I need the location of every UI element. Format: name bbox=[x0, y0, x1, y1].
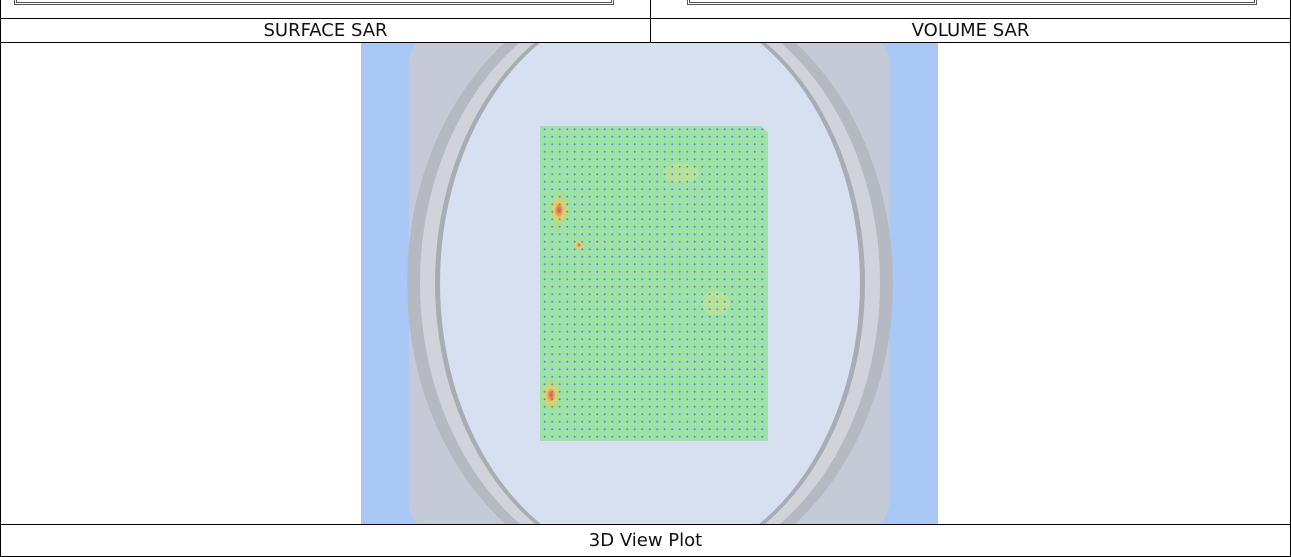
3d-view-caption: 3D View Plot bbox=[0, 524, 1291, 557]
volume-sar-label: VOLUME SAR bbox=[650, 18, 1291, 43]
top-left-cell bbox=[0, 0, 651, 19]
image-frame bbox=[14, 0, 614, 5]
surface-sar-label: SURFACE SAR bbox=[0, 18, 651, 43]
image-cell bbox=[0, 42, 1291, 525]
3d-view-image bbox=[361, 43, 938, 524]
image-frame bbox=[687, 0, 1257, 5]
top-right-cell bbox=[650, 0, 1291, 19]
